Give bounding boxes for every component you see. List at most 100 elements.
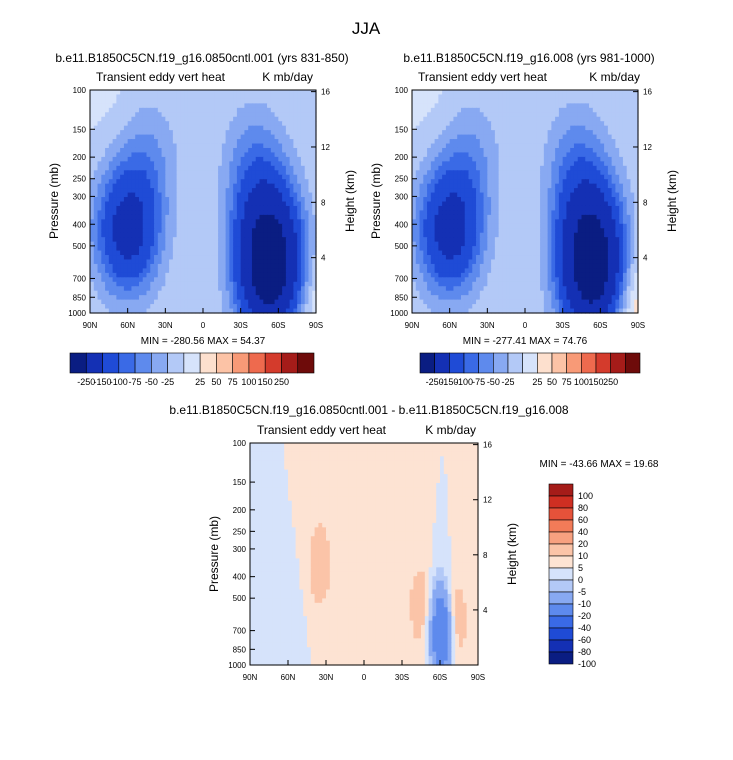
field-cell — [101, 308, 106, 314]
field-cell — [165, 107, 170, 113]
field-cell — [592, 210, 598, 216]
field-cell — [116, 165, 121, 171]
field-cell — [596, 134, 601, 140]
field-cell — [304, 219, 310, 225]
x-tick-label: 90S — [309, 321, 323, 330]
field-cell — [483, 143, 488, 149]
field-cell — [225, 170, 230, 176]
field-cell — [487, 201, 492, 207]
field-cell — [453, 219, 458, 225]
field-cell — [547, 210, 552, 216]
field-cell — [506, 214, 511, 220]
field-cell — [412, 179, 417, 185]
field-cell — [558, 103, 564, 109]
field-cell — [180, 290, 185, 296]
field-cell — [528, 174, 534, 180]
field-cell — [517, 147, 522, 154]
field-cell — [138, 139, 144, 145]
field-cell — [509, 152, 515, 158]
field-cell — [214, 94, 219, 100]
field-cell — [236, 183, 242, 189]
field-cell — [297, 125, 302, 131]
field-cell — [191, 268, 197, 274]
field-cell — [218, 179, 223, 185]
field-cell — [157, 232, 163, 238]
field-cell — [611, 134, 616, 140]
field-cell — [502, 165, 507, 171]
field-cell — [108, 246, 114, 252]
field-cell — [611, 121, 616, 127]
field-cell — [274, 286, 279, 292]
field-cell — [293, 174, 298, 180]
field-cell — [263, 272, 268, 278]
field-cell — [191, 232, 197, 238]
field-cell — [184, 290, 189, 296]
field-cell — [150, 161, 155, 167]
field-cell — [570, 205, 575, 212]
field-cell — [289, 219, 294, 225]
field-cell — [101, 134, 106, 140]
field-cell — [502, 112, 507, 118]
field-cell — [120, 299, 125, 305]
field-cell — [434, 98, 439, 104]
field-cell — [161, 112, 166, 118]
field-cell — [506, 121, 511, 127]
field-cell — [282, 286, 287, 292]
field-cell — [278, 143, 283, 149]
field-cell — [180, 165, 185, 171]
field-cell — [90, 259, 95, 265]
field-cell — [131, 125, 136, 131]
field-cell — [274, 139, 279, 145]
field-cell — [259, 210, 264, 216]
field-cell — [536, 183, 541, 189]
field-cell — [176, 308, 181, 314]
field-cell — [240, 272, 246, 278]
field-cell — [487, 147, 492, 154]
colorbar-label: 150 — [258, 377, 273, 387]
field-cell — [214, 161, 219, 167]
field-cell — [592, 107, 598, 113]
field-cell — [622, 205, 628, 212]
field-cell — [274, 179, 279, 185]
field-cell — [218, 277, 223, 283]
field-cell — [592, 125, 598, 131]
field-cell — [210, 277, 215, 283]
field-cell — [562, 103, 568, 109]
field-cell — [187, 308, 193, 314]
field-cell — [506, 197, 511, 203]
field-cell — [248, 255, 253, 261]
field-cell — [180, 197, 185, 203]
field-cell — [154, 188, 159, 194]
field-cell — [146, 165, 151, 171]
field-cell — [536, 228, 541, 234]
field-cell — [161, 170, 166, 176]
field-cell — [248, 259, 253, 265]
field-cell — [476, 121, 481, 127]
field-cell — [210, 228, 215, 234]
field-cell — [154, 219, 159, 225]
field-cell — [251, 295, 257, 301]
field-cell — [304, 304, 310, 310]
field-cell — [259, 290, 264, 296]
field-cell — [97, 214, 102, 220]
field-cell — [274, 246, 279, 252]
field-cell — [585, 121, 590, 127]
field-cell — [274, 143, 279, 149]
field-cell — [146, 107, 151, 113]
field-cell — [240, 246, 246, 252]
field-cell — [308, 308, 313, 314]
field-cell — [476, 134, 481, 140]
field-cell — [300, 143, 306, 149]
field-cell — [293, 103, 298, 109]
field-cell — [532, 139, 537, 145]
field-cell — [509, 107, 515, 113]
field-cell — [434, 139, 439, 145]
field-cell — [161, 255, 166, 261]
field-cell — [172, 192, 178, 198]
field-cell — [285, 90, 291, 96]
field-cell — [626, 156, 632, 162]
field-cell — [566, 197, 571, 203]
field-cell — [267, 281, 272, 287]
field-cell — [251, 228, 257, 234]
field-cell — [172, 286, 178, 292]
